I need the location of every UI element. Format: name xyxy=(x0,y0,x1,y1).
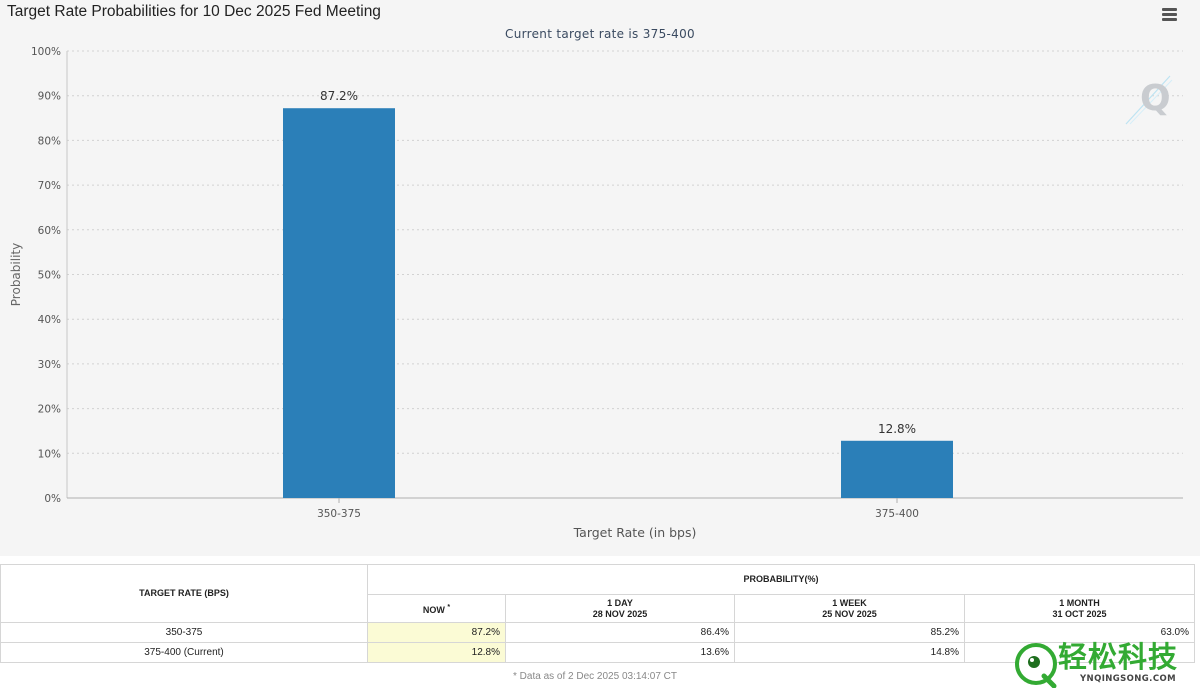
y-tick-label: 70% xyxy=(38,180,61,192)
cell-1-day: 86.4% xyxy=(505,622,735,643)
y-tick-label: 90% xyxy=(38,91,61,103)
y-tick-label: 30% xyxy=(38,359,61,371)
brand-watermark: 轻松科技 YNQINGSONG.COM xyxy=(1012,640,1200,688)
bar-data-label: 12.8% xyxy=(878,422,916,436)
header-1-day-label: 1 DAY xyxy=(607,597,633,608)
y-tick-label: 40% xyxy=(38,314,61,326)
header-1-month-label: 1 MONTH xyxy=(1059,597,1100,608)
y-tick-label: 100% xyxy=(31,46,61,58)
quikstrike-q-logo-icon: Q xyxy=(1125,75,1173,125)
x-tick-label: 375-400 xyxy=(875,508,919,520)
cell-rate: 350-375 xyxy=(0,622,368,643)
y-tick-label: 10% xyxy=(38,448,61,460)
bar-data-label: 87.2% xyxy=(320,89,358,103)
header-1-day: 1 DAY 28 NOV 2025 xyxy=(505,594,735,623)
header-1-week: 1 WEEK 25 NOV 2025 xyxy=(734,594,965,623)
cell-1-week: 85.2% xyxy=(734,622,965,643)
page-title: Target Rate Probabilities for 10 Dec 202… xyxy=(7,3,381,20)
chart-subtitle: Current target rate is 375-400 xyxy=(505,27,695,41)
brand-logo-icon xyxy=(1015,643,1057,688)
header-1-month-date: 31 OCT 2025 xyxy=(1052,608,1107,619)
table-row: 350-375 87.2% 86.4% 85.2% 63.0% xyxy=(0,622,1195,643)
header-now-marker: * xyxy=(447,603,451,611)
bar xyxy=(841,440,953,498)
y-tick-label: 60% xyxy=(38,225,61,237)
header-1-week-label: 1 WEEK xyxy=(832,597,867,608)
cell-1-week: 14.8% xyxy=(734,642,965,663)
probability-table: TARGET RATE (BPS) PROBABILITY(%) NOW * 1… xyxy=(0,564,1195,663)
bar-chart: 0% 10% 20% 30% 40% 50% 60% 70% 80% 90% 100% 87.2% 35… xyxy=(9,46,1183,540)
brand-domain: YNQINGSONG.COM xyxy=(1080,674,1176,684)
cell-1-day: 13.6% xyxy=(505,642,735,663)
header-1-day-date: 28 NOV 2025 xyxy=(592,608,648,619)
cell-rate: 375-400 (Current) xyxy=(0,642,368,663)
cell-now: 87.2% xyxy=(367,622,506,643)
y-tick-label: 50% xyxy=(38,270,61,282)
header-now-label: NOW xyxy=(422,604,445,615)
brand-name: 轻松科技 xyxy=(1058,640,1179,674)
probability-table-container: TARGET RATE (BPS) PROBABILITY(%) NOW * 1… xyxy=(0,564,1200,663)
data-timestamp-note: * Data as of 2 Dec 2025 03:14:07 CT xyxy=(513,671,677,682)
header-1-week-date: 25 NOV 2025 xyxy=(822,608,877,619)
header-1-month: 1 MONTH 31 OCT 2025 xyxy=(964,594,1195,623)
svg-text:Q: Q xyxy=(1140,78,1171,119)
y-tick-label: 80% xyxy=(38,135,61,147)
x-tick-label: 350-375 xyxy=(317,508,361,520)
y-tick-label: 20% xyxy=(38,404,61,416)
header-now: NOW * xyxy=(367,594,506,623)
header-target-rate: TARGET RATE (BPS) xyxy=(0,564,368,623)
y-axis-title: Probability xyxy=(9,243,23,306)
header-probability: PROBABILITY(%) xyxy=(367,564,1195,595)
x-axis-title: Target Rate (in bps) xyxy=(573,525,697,540)
y-tick-label: 0% xyxy=(44,493,61,505)
bar xyxy=(283,108,395,498)
cell-now: 12.8% xyxy=(367,642,506,663)
hamburger-menu-icon[interactable] xyxy=(1160,6,1180,22)
chart-area: 0% 10% 20% 30% 40% 50% 60% 70% 80% 90% 100% 87.2% 35… xyxy=(7,3,1183,540)
